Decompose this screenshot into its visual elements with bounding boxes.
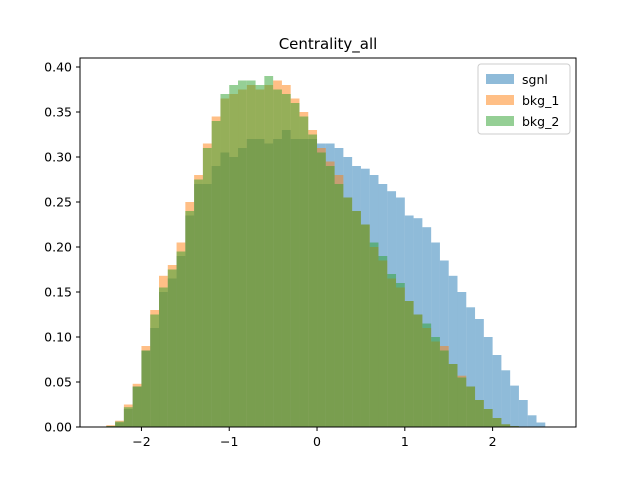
bar-sgnl-42	[475, 319, 484, 427]
bar-sgnl-45	[501, 370, 511, 427]
bar-sgnl-39	[448, 275, 458, 427]
bar-bkg_2-33	[396, 283, 405, 427]
bar-bkg_2-41	[466, 386, 476, 427]
legend-label-bkg_2: bkg_2	[522, 114, 559, 129]
bar-bkg_2-3	[132, 386, 142, 427]
bar-bkg_2-37	[431, 337, 440, 427]
bar-bkg_2-39	[448, 364, 458, 427]
bar-bkg_2-45	[501, 424, 511, 427]
bar-bkg_2-4	[141, 350, 151, 427]
bar-bkg_2-20	[281, 94, 291, 427]
bar-bkg_2-2	[123, 407, 133, 427]
bar-sgnl-43	[483, 337, 493, 427]
bar-bkg_2-18	[264, 76, 274, 427]
series-bkg_2	[106, 76, 519, 427]
bar-bkg_2-8	[176, 251, 186, 427]
bar-bkg_2-32	[387, 274, 397, 427]
chart-title: Centrality_all	[279, 35, 378, 54]
bar-bkg_2-16	[246, 80, 256, 427]
x-axis: −2 −1 0 1 2	[132, 427, 497, 449]
bar-bkg_2-19	[273, 89, 282, 427]
bar-sgnl-44	[492, 355, 502, 427]
y-tick-label: 0.15	[44, 285, 72, 300]
bar-sgnl-48	[527, 415, 537, 427]
bar-bkg_2-5	[150, 314, 160, 427]
bar-bkg_2-43	[483, 409, 493, 427]
y-tick-label: 0.30	[44, 150, 72, 165]
plot-frame	[79, 57, 577, 428]
legend-swatch-bkg_1	[486, 95, 514, 105]
bar-bkg_2-17	[255, 85, 265, 427]
y-tick-label: 0.40	[44, 60, 72, 75]
bar-bkg_2-40	[457, 377, 467, 427]
bars-layer	[106, 76, 546, 427]
bar-bkg_2-44	[492, 418, 502, 427]
y-tick-label: 0.10	[44, 330, 72, 345]
bar-bkg_2-14	[229, 85, 239, 427]
x-tick-label: 2	[489, 434, 497, 449]
y-tick-label: 0.05	[44, 375, 72, 390]
bar-bkg_2-24	[317, 152, 326, 427]
bar-sgnl-47	[518, 400, 528, 427]
bar-bkg_2-42	[475, 400, 484, 427]
y-axis: 0.00 0.05 0.10 0.15 0.20 0.25 0.30 0.35 0.40	[44, 60, 80, 435]
bar-sgnl-49	[536, 422, 546, 427]
legend-swatch-sgnl	[486, 74, 514, 84]
x-tick-label: −2	[132, 434, 150, 449]
bar-bkg_2-9	[185, 211, 195, 427]
bar-bkg_2-10	[194, 179, 203, 427]
bar-bkg_2-7	[167, 269, 177, 427]
y-tick-label: 0.20	[44, 240, 72, 255]
bar-bkg_2-31	[378, 256, 388, 427]
bar-bkg_2-38	[439, 350, 449, 427]
bar-sgnl-41	[466, 307, 476, 427]
bar-sgnl-40	[457, 292, 467, 427]
bar-bkg_2-36	[422, 323, 432, 427]
x-tick-label: 0	[313, 434, 321, 449]
bar-bkg_2-25	[325, 166, 335, 427]
bar-bkg_2-22	[299, 116, 309, 427]
bar-bkg_2-6	[159, 287, 168, 427]
bar-bkg_2-23	[308, 134, 318, 427]
bar-sgnl-37	[431, 242, 440, 427]
bar-bkg_2-12	[211, 121, 221, 427]
bar-bkg_2-30	[369, 242, 379, 427]
bar-bkg_2-35	[413, 314, 423, 427]
legend-swatch-bkg_2	[486, 116, 514, 126]
bar-bkg_2-15	[238, 80, 247, 427]
bar-bkg_2-29	[360, 224, 370, 427]
legend: sgnl bkg_1 bkg_2	[477, 63, 571, 135]
y-tick-label: 0.35	[44, 105, 72, 120]
bar-sgnl-38	[439, 260, 449, 427]
legend-label-bkg_1: bkg_1	[522, 93, 559, 108]
bar-bkg_2-11	[202, 148, 212, 427]
bar-bkg_2-21	[290, 103, 300, 427]
bar-bkg_2-34	[404, 301, 414, 427]
x-tick-label: −1	[220, 434, 238, 449]
bar-bkg_2-13	[220, 94, 230, 427]
y-tick-label: 0.00	[44, 420, 72, 435]
bar-bkg_2-26	[334, 184, 344, 427]
bar-bkg_2-28	[352, 211, 361, 427]
y-tick-label: 0.25	[44, 195, 72, 210]
legend-label-sgnl: sgnl	[522, 72, 548, 87]
x-tick-label: 1	[401, 434, 409, 449]
bar-sgnl-46	[510, 385, 519, 427]
bar-bkg_2-27	[343, 197, 353, 427]
bar-bkg_2-1	[115, 421, 124, 427]
